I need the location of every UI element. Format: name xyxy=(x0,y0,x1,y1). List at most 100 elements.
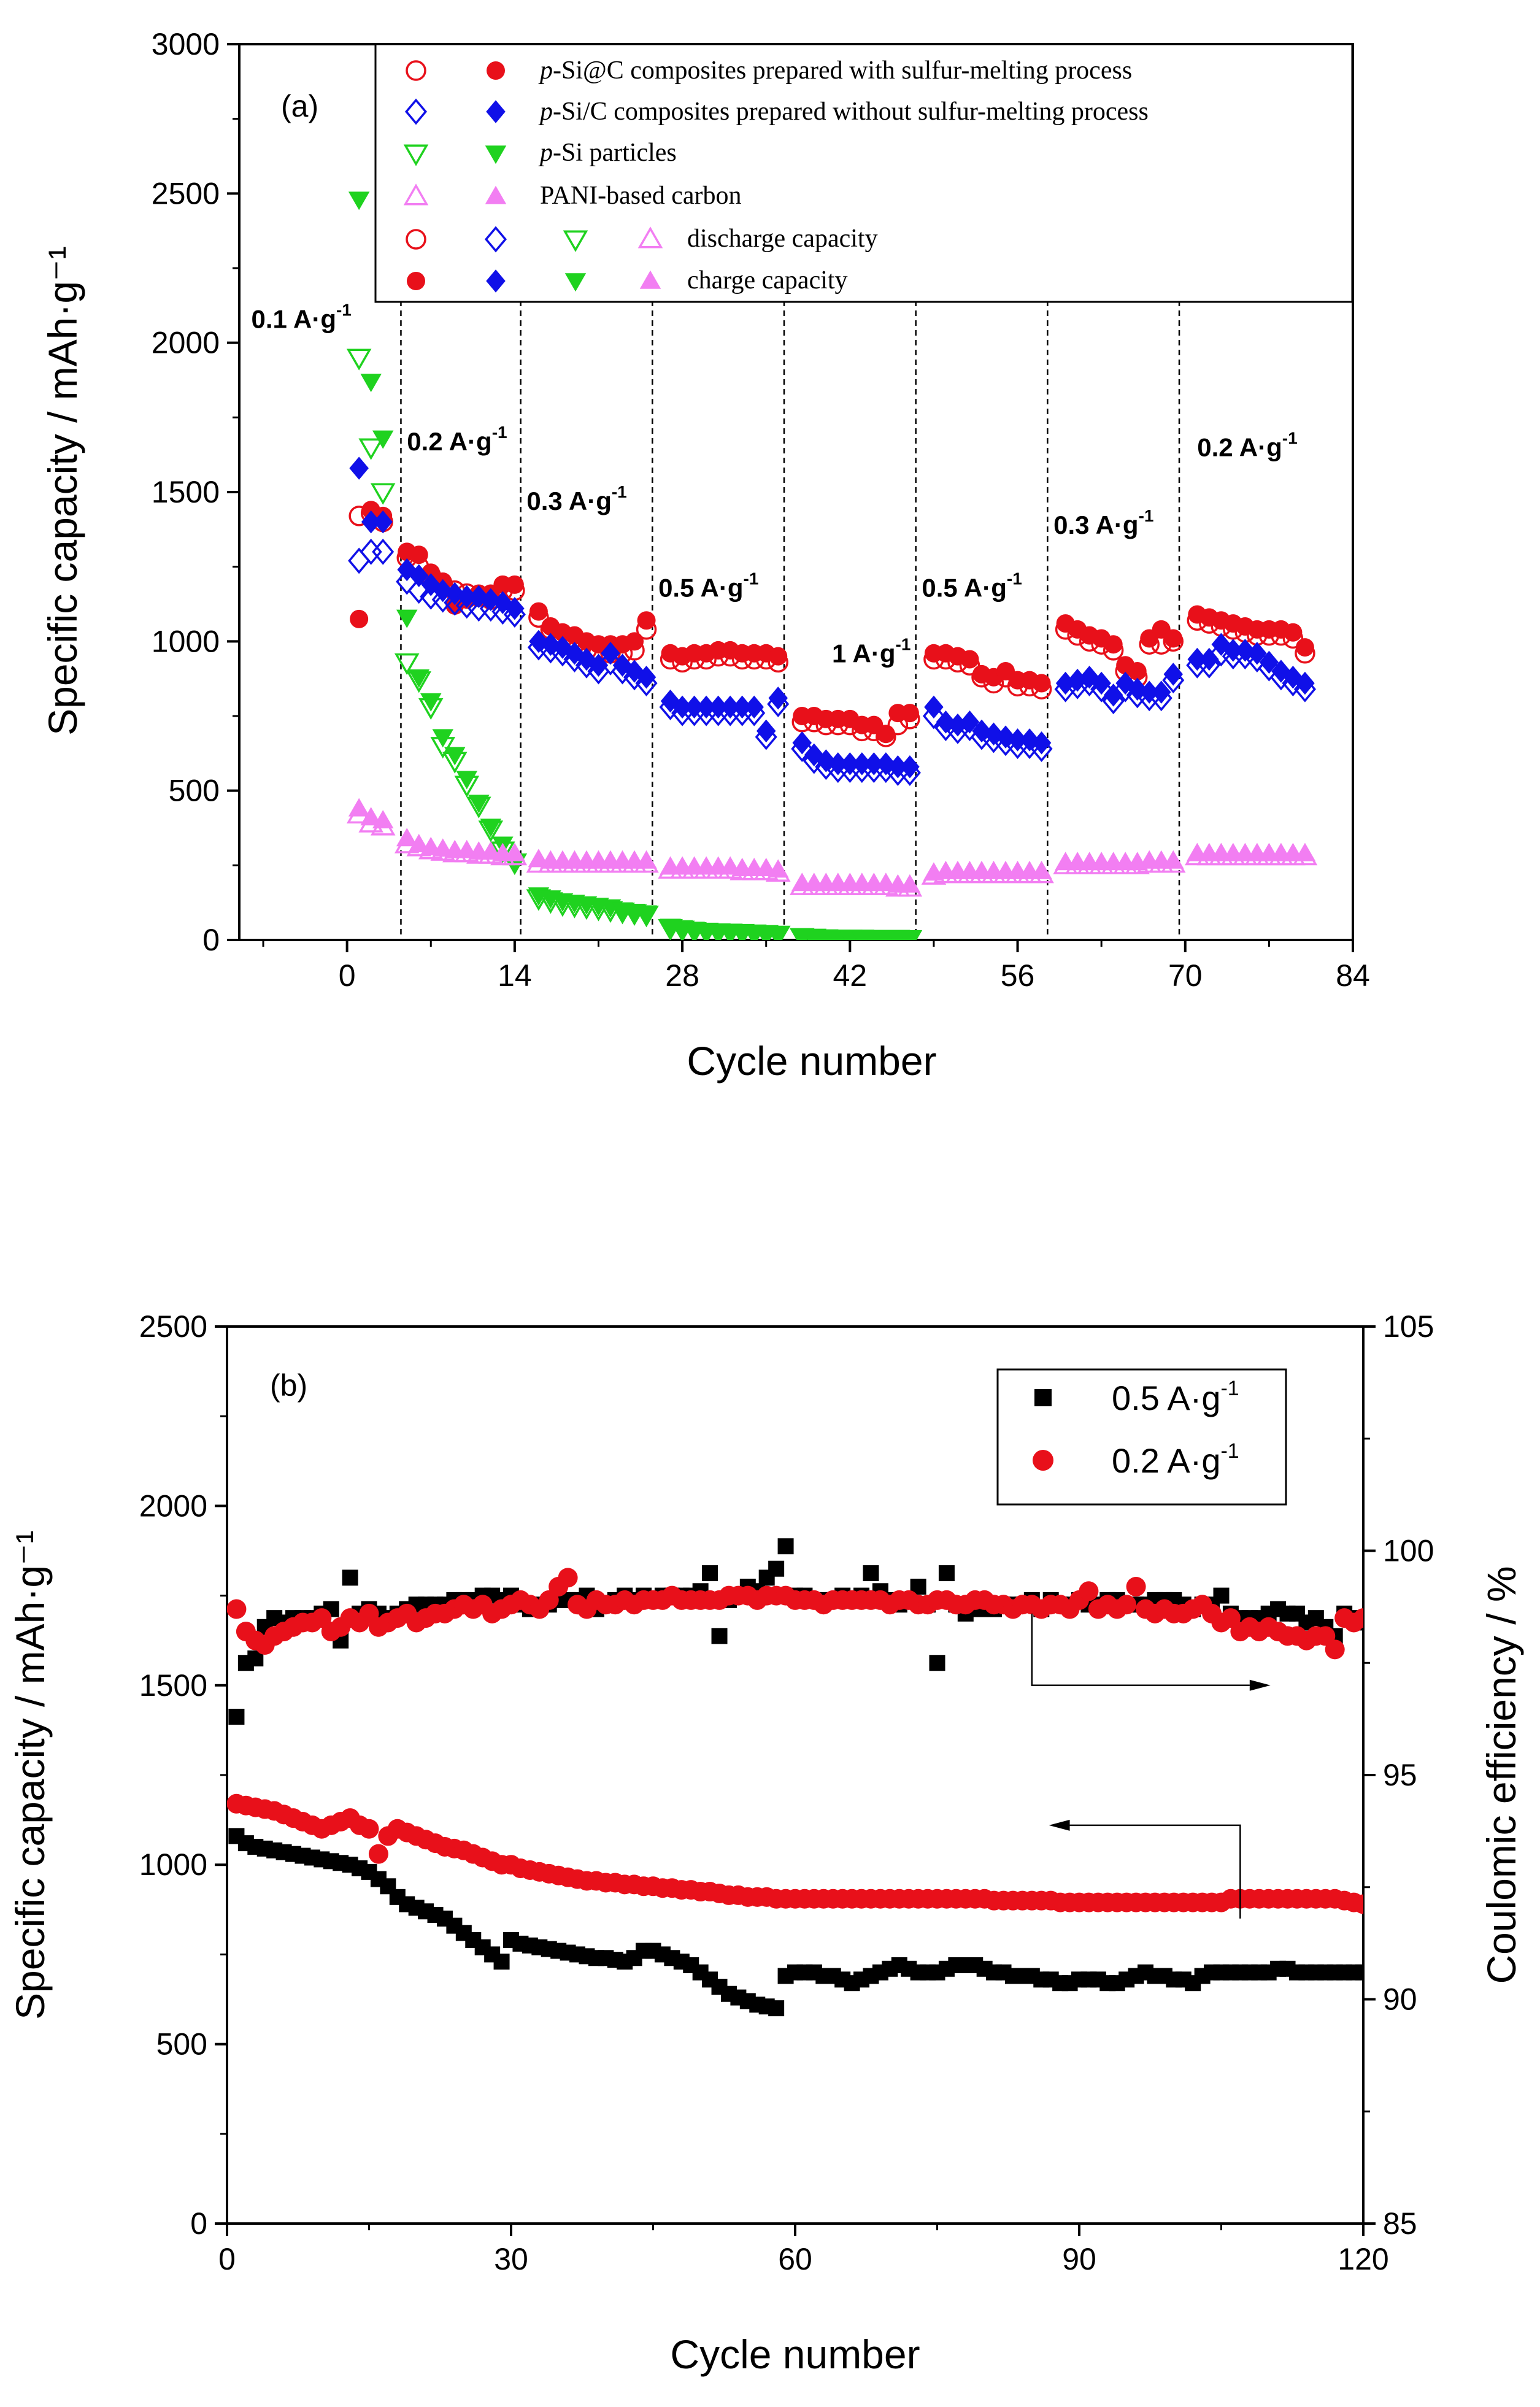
data-point xyxy=(900,704,919,723)
data-point xyxy=(767,926,789,940)
ce-0.5-point xyxy=(777,1538,794,1555)
data-point xyxy=(396,828,418,847)
data-point xyxy=(768,687,788,710)
data-point xyxy=(505,575,524,594)
data-point xyxy=(1164,629,1183,648)
ce-0.5-point xyxy=(768,1560,785,1577)
legend: 0.5 A·g-1 0.2 A·g-1 xyxy=(996,1368,1287,1506)
data-point xyxy=(1091,671,1111,695)
legend-entry-2: p-Si/C composites prepared without sulfu… xyxy=(538,98,1149,126)
data-point xyxy=(599,649,622,676)
data-point xyxy=(924,695,944,719)
y-tick-label: 1000 xyxy=(139,1847,207,1882)
y-tick-label: 0 xyxy=(190,2206,207,2241)
data-point xyxy=(468,795,490,814)
data-point xyxy=(444,747,466,766)
y-tick-label: 2500 xyxy=(152,176,220,210)
ce-0.2-point xyxy=(227,1599,247,1619)
data-point xyxy=(636,850,657,869)
data-point xyxy=(360,807,382,826)
legend: p-Si@C composites prepared with sulfur-m… xyxy=(374,43,1353,303)
legend-symbol xyxy=(637,226,663,248)
ce-0.5-point xyxy=(1213,1587,1230,1604)
legend-symbol xyxy=(486,269,506,293)
y2-tick-label: 105 xyxy=(1383,1309,1434,1344)
y2-tick-label: 85 xyxy=(1383,2206,1417,2241)
x-tick-label: 0 xyxy=(339,958,356,993)
data-point xyxy=(625,632,644,651)
data-point xyxy=(888,755,908,779)
data-point xyxy=(457,585,477,609)
data-point xyxy=(876,725,895,744)
right-axis-ticks: 85 90 95 100 105 xyxy=(1363,1309,1434,2241)
legend-entry-5: discharge capacity xyxy=(687,225,878,253)
data-point xyxy=(529,602,548,621)
data-point xyxy=(408,669,429,688)
data-point xyxy=(505,597,525,620)
y-axis-right-label: Coulomic efficiency / % xyxy=(1479,1566,1524,1984)
arrow-right-head xyxy=(1249,1679,1271,1691)
ce-0.5-point xyxy=(863,1565,879,1582)
data-point xyxy=(696,695,716,719)
legend-symbol xyxy=(403,144,429,166)
x-axis-ticks: 0 14 28 42 56 70 84 xyxy=(262,940,1370,993)
data-point xyxy=(1128,662,1147,680)
data-point xyxy=(396,609,418,628)
y-axis-label: Specific capacity / mAh·g⁻¹ xyxy=(40,246,85,736)
x-tick-label: 28 xyxy=(665,958,699,993)
data-point xyxy=(372,430,394,449)
data-point xyxy=(720,695,740,719)
data-point xyxy=(1294,842,1316,861)
rate-label: 0.2 A·g-1 xyxy=(407,423,507,456)
data-point xyxy=(360,374,382,393)
y2-tick-label: 100 xyxy=(1383,1534,1434,1568)
data-point xyxy=(1187,647,1207,671)
panel-a: 0 14 28 42 56 70 84 0 500 1000 1500 2000 2500 3000 0… xyxy=(40,27,1370,1084)
capacity-0.2-point xyxy=(368,1844,388,1864)
legend-symbol xyxy=(564,273,587,292)
data-point xyxy=(769,647,788,666)
data-point xyxy=(792,731,812,755)
data-point xyxy=(1284,623,1303,642)
legend-symbol xyxy=(486,100,506,123)
ce-0.2-point xyxy=(1079,1581,1099,1601)
rate-label: 0.3 A·g-1 xyxy=(1053,506,1153,539)
legend-symbol xyxy=(406,60,426,81)
y-tick-label: 2500 xyxy=(139,1309,207,1344)
y-tick-label: 500 xyxy=(156,2027,207,2062)
arrow-right xyxy=(1031,1613,1250,1687)
x-tick-label: 0 xyxy=(218,2242,236,2276)
data-point xyxy=(767,859,789,878)
y-axis-ticks: 0 500 1000 1500 2000 2500 3000 xyxy=(152,27,239,957)
data-point xyxy=(1103,684,1123,707)
data-point xyxy=(864,752,884,776)
data-point xyxy=(708,695,728,719)
legend-entry-1: 0.5 A·g-1 xyxy=(1112,1377,1239,1417)
data-point xyxy=(1223,639,1243,662)
data-point xyxy=(370,483,396,505)
panel-b: 0 30 60 90 120 0 500 1000 1500 2000 2500 85 90 95 10… xyxy=(7,1309,1524,2377)
legend-entry-2: 0.2 A·g-1 xyxy=(1112,1439,1239,1480)
data-point xyxy=(756,719,776,743)
data-point xyxy=(1163,663,1184,686)
data-point xyxy=(637,611,656,630)
y-tick-label: 2000 xyxy=(152,326,220,360)
ce-0.2-point xyxy=(1353,1608,1363,1628)
data-point xyxy=(358,438,383,460)
data-point xyxy=(394,653,420,676)
y-tick-label: 1500 xyxy=(139,1668,207,1703)
capacity-0.5-point xyxy=(1355,1964,1363,1981)
data-point xyxy=(1139,680,1159,704)
data-point xyxy=(1151,680,1171,704)
x-tick-label: 84 xyxy=(1336,958,1370,993)
data-point xyxy=(1295,671,1315,695)
data-point xyxy=(372,538,395,565)
data-point xyxy=(672,695,692,719)
data-point xyxy=(360,538,382,565)
rate-label: 1 A·g-1 xyxy=(832,634,911,668)
data-point xyxy=(480,818,502,838)
data-point xyxy=(372,810,394,829)
data-point xyxy=(373,510,393,534)
y-tick-label: 1500 xyxy=(152,475,220,509)
